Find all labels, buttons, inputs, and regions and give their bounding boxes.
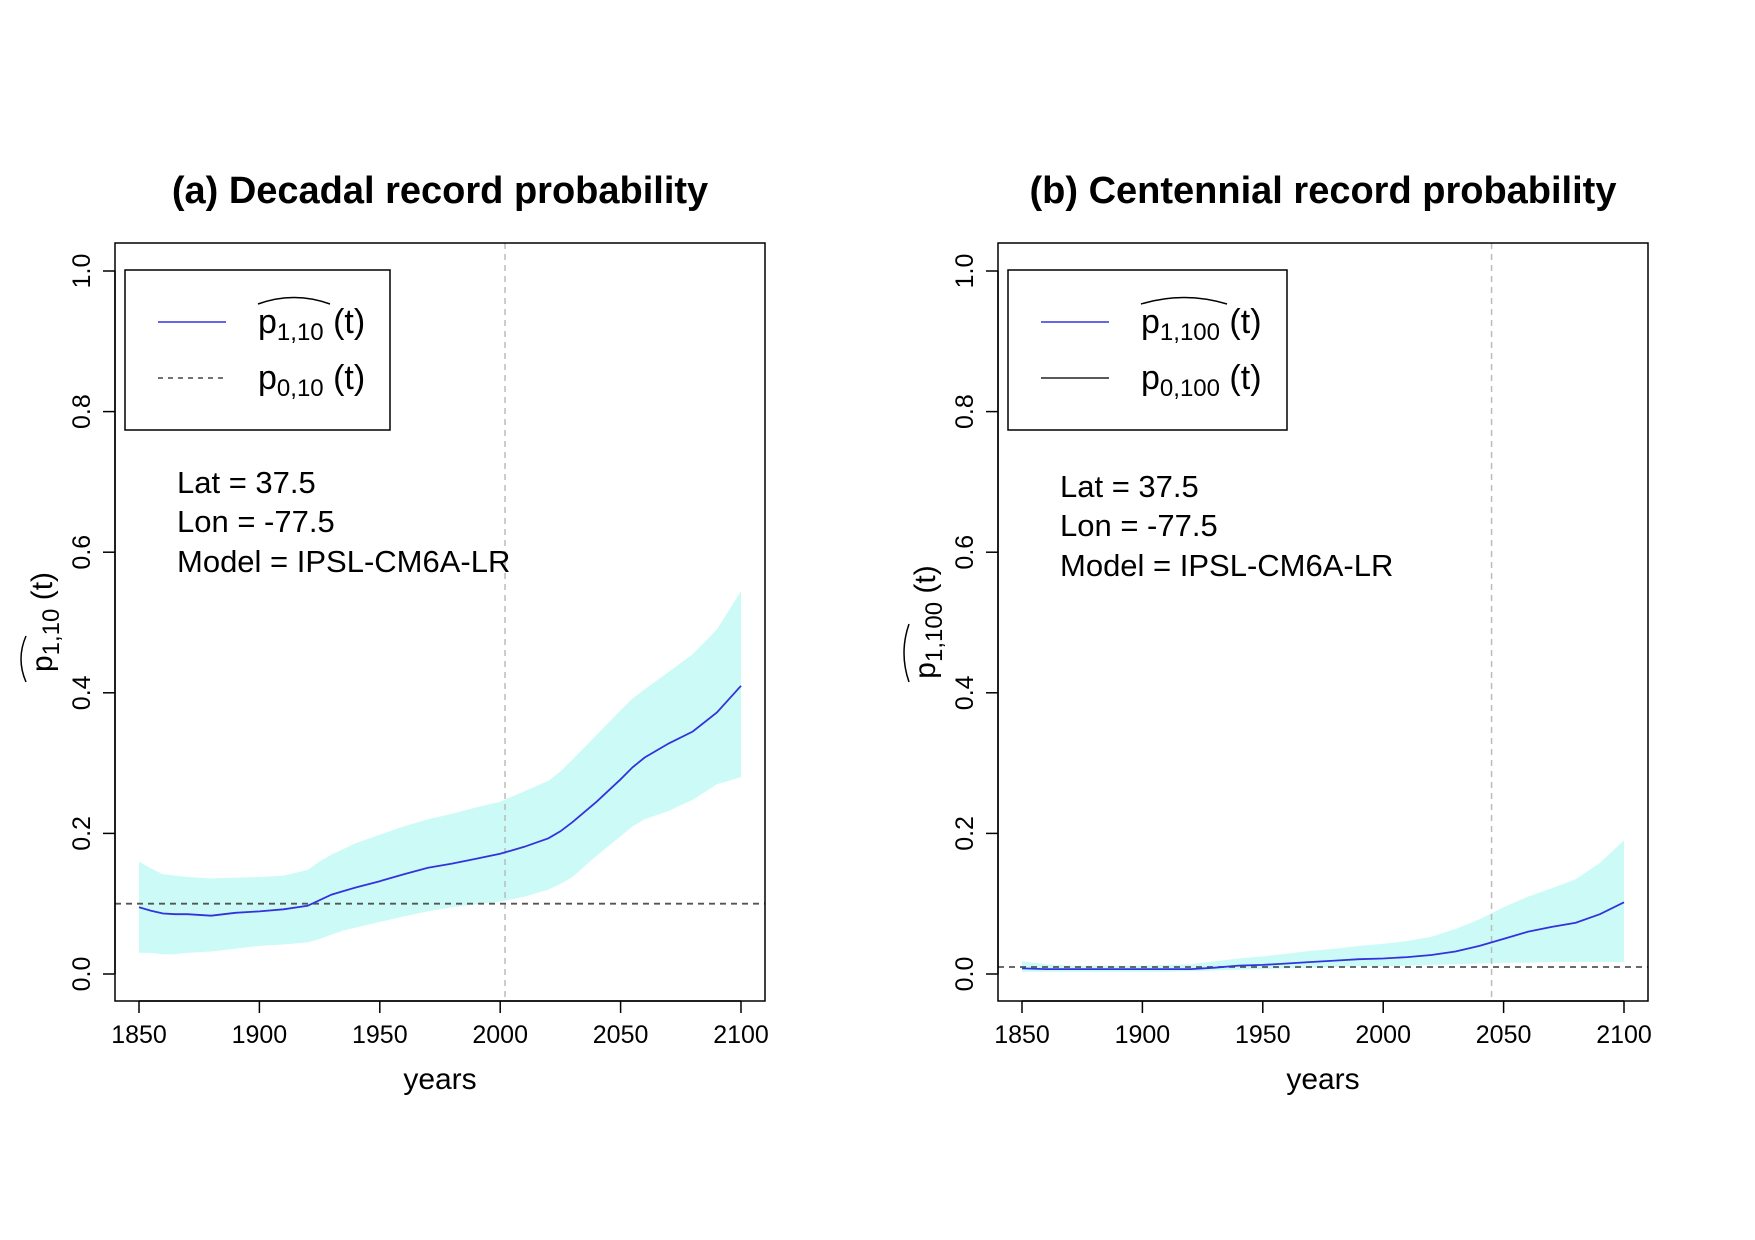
y-tick-label: 0.2 [68, 816, 96, 851]
annotation-text: Lon = -77.5 [177, 504, 335, 539]
y-tick-label: 0.2 [951, 816, 979, 851]
y-axis-label: p1,10 (t) [20, 572, 65, 683]
annotation-text: Lon = -77.5 [1060, 508, 1218, 543]
legend-label: p0,100 (t) [1141, 359, 1262, 402]
legend-label: p1,10 (t) [258, 303, 365, 346]
panel-centennial: (b) Centennial record probability 1850 190… [903, 170, 1652, 1096]
x-tick-label: 1900 [232, 1021, 288, 1049]
y-tick-label: 0.6 [951, 535, 979, 570]
y-axis: 0.0 0.2 0.4 0.6 0.8 1.0 [68, 254, 116, 992]
x-axis: 1850 1900 1950 2000 2050 2100 [111, 1000, 769, 1049]
y-tick-label: 0.0 [68, 957, 96, 992]
y-tick-label: 1.0 [951, 254, 979, 289]
x-tick-label: 2100 [713, 1021, 769, 1049]
series-line-p1-hat [138, 685, 742, 917]
y-tick-label: 0.4 [68, 675, 96, 710]
y-tick-label: 0.0 [951, 957, 979, 992]
y-axis-label: p1,100 (t) [903, 565, 948, 683]
x-tick-label: 1950 [352, 1021, 408, 1049]
x-tick-label: 1850 [111, 1021, 167, 1049]
legend-label: p1,100 (t) [1141, 303, 1262, 346]
hat-accent [903, 623, 910, 683]
series-line-p1-hat [1021, 901, 1625, 970]
hat-accent [20, 635, 27, 683]
y-tick-label: 0.8 [951, 394, 979, 429]
y-tick-label: 0.8 [68, 394, 96, 429]
x-tick-label: 1900 [1115, 1021, 1171, 1049]
y-axis-label-text: p1,10 (t) [26, 572, 65, 672]
legend: p1,100 (t) p0,100 (t) [1007, 269, 1288, 431]
panel-decadal: (a) Decadal record probability 1850 1900 19… [20, 170, 769, 1096]
x-tick-label: 1950 [1235, 1021, 1291, 1049]
annotation-text: Lat = 37.5 [1060, 469, 1199, 504]
x-tick-label: 2000 [1355, 1021, 1411, 1049]
x-axis: 1850 1900 1950 2000 2050 2100 [994, 1000, 1652, 1049]
x-axis-label: years [1286, 1063, 1359, 1096]
legend-box [124, 269, 391, 431]
y-tick-label: 0.4 [951, 675, 979, 710]
chart-title: (b) Centennial record probability [1030, 170, 1617, 212]
x-axis-label: years [403, 1063, 476, 1096]
annotation-text: Model = IPSL-CM6A-LR [177, 544, 510, 579]
hat-accent [1140, 296, 1228, 305]
y-axis-label-text: p1,100 (t) [909, 565, 948, 678]
legend-label: p0,10 (t) [258, 359, 365, 402]
x-tick-label: 2050 [1476, 1021, 1532, 1049]
annotation-text: Model = IPSL-CM6A-LR [1060, 548, 1393, 583]
legend-box [1007, 269, 1288, 431]
y-tick-label: 1.0 [68, 254, 96, 289]
x-tick-label: 1850 [994, 1021, 1050, 1049]
x-tick-label: 2000 [472, 1021, 528, 1049]
chart-title: (a) Decadal record probability [172, 170, 708, 212]
hat-accent [257, 296, 331, 305]
legend: p1,10 (t) p0,10 (t) [124, 269, 391, 431]
confidence-band [139, 590, 741, 955]
confidence-band [1022, 840, 1624, 972]
x-tick-label: 2050 [593, 1021, 649, 1049]
annotation-text: Lat = 37.5 [177, 465, 316, 500]
x-tick-label: 2100 [1596, 1021, 1652, 1049]
y-axis: 0.0 0.2 0.4 0.6 0.8 1.0 [951, 254, 999, 992]
y-tick-label: 0.6 [68, 535, 96, 570]
